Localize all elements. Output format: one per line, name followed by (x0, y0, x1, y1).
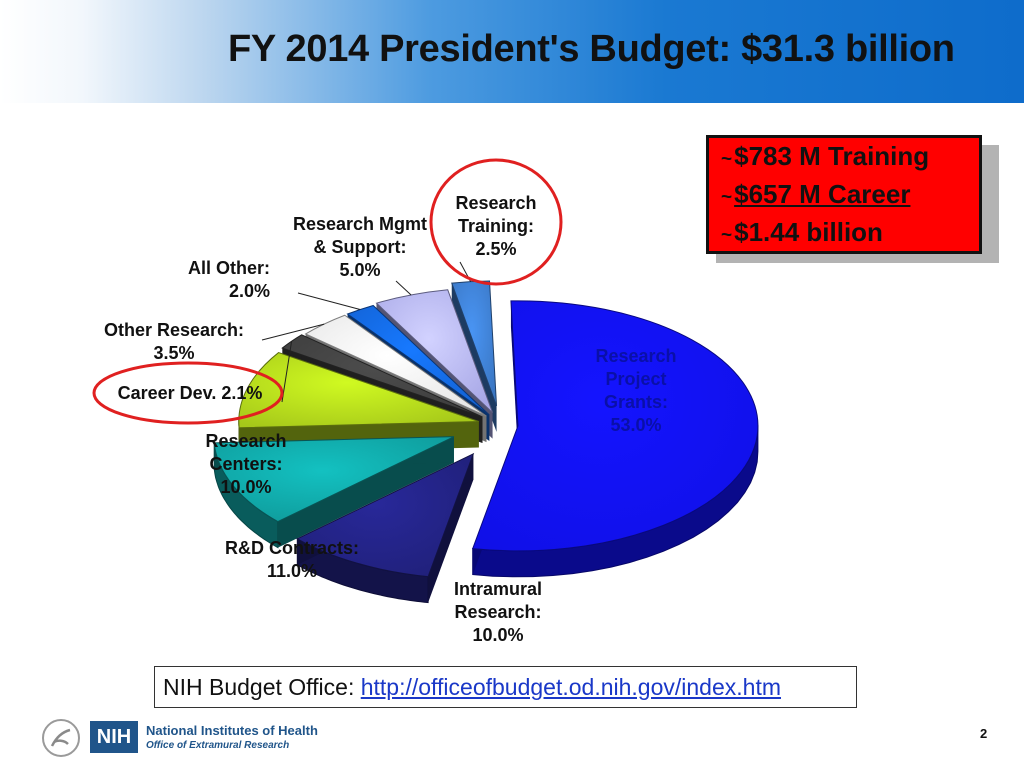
leader-career-dev (281, 341, 293, 403)
slice-top-research-training (451, 280, 498, 407)
leader-other-research (261, 323, 325, 341)
label-other-research: Other Research: 3.5% (104, 320, 244, 363)
slice-labels: Research Project Grants: 53.0% Intramural Res… (104, 193, 677, 645)
slice-top-intramural-research (296, 452, 475, 578)
label-intramural-research: Intramural Research: 10.0% (454, 579, 542, 645)
nih-office: Office of Extramural Research (146, 740, 290, 751)
budget-office-footer: NIH Budget Office: http://officeofbudget… (154, 666, 857, 708)
label-research-mgmt-support: Research Mgmt & Support: 5.0% (293, 214, 427, 280)
label-r-d-contracts: R&D Contracts: 11.0% (225, 538, 359, 581)
slice-edge-intramural-research-0 (428, 453, 474, 603)
page-number: 2 (980, 726, 988, 741)
leader-lines (261, 261, 472, 403)
slide-title: FY 2014 President's Budget: $31.3 billio… (228, 28, 955, 70)
slice-top-other-research (304, 314, 487, 417)
slice-intramural-research (296, 452, 475, 604)
nih-badge: NIH (90, 721, 138, 753)
slice-r-d-contracts (213, 436, 455, 549)
label-research-training: Research Training: 2.5% (455, 193, 536, 259)
slice-top-r-d-contracts (213, 436, 455, 523)
leader-all-other (297, 292, 361, 310)
slice-top-all-other (346, 304, 490, 416)
footer-text: NIH Budget Office: http://officeofbudget… (163, 674, 781, 700)
slice-top-research-project-grants (472, 300, 759, 552)
budget-callout-box: ~$783 M Training ~$657 M Career ~$1.44 b… (706, 135, 982, 254)
callout-career: ~$657 M Career (721, 179, 911, 209)
slice-top-research-centers (238, 352, 479, 429)
callout-total: ~$1.44 billion (721, 217, 883, 247)
label-research-centers: Research Centers: 10.0% (205, 431, 286, 497)
highlight-research-training (429, 158, 563, 286)
label-career-dev: Career Dev. 2.1% (118, 383, 263, 403)
highlight-circles (92, 158, 563, 425)
slice-top-career-dev (281, 334, 483, 418)
leader-research-mgmt-support (395, 280, 412, 296)
pie-slices (213, 280, 759, 604)
hhs-seal-icon (42, 719, 80, 757)
slice-edge-r-d-contracts-0 (277, 436, 454, 548)
budget-office-link[interactable]: http://officeofbudget.od.nih.gov/index.h… (360, 674, 781, 700)
header-banner: FY 2014 President's Budget: $31.3 billio… (0, 0, 1024, 103)
nih-logo-area: NIH National Institutes of Health Office… (40, 716, 318, 760)
nih-name: National Institutes of Health (146, 723, 318, 738)
highlight-career-dev (92, 361, 284, 425)
label-research-project-grants: Research Project Grants: 53.0% (595, 346, 676, 435)
slice-research-project-grants (472, 300, 759, 578)
callout-training: ~$783 M Training (721, 141, 930, 171)
label-all-other: All Other: 2.0% (188, 258, 270, 301)
